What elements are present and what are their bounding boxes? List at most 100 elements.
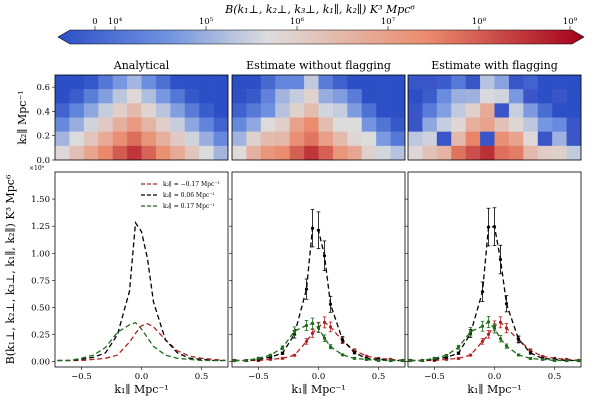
heatmap-cell	[537, 117, 553, 132]
heatmap-cell	[213, 131, 229, 147]
heatmap-cell	[83, 117, 99, 132]
x-axis-label: k₁∥ Mpc⁻¹	[291, 383, 345, 396]
heatmap-cell	[566, 145, 582, 161]
heatmap-cell	[408, 145, 423, 161]
x-tick-label: 0.5	[372, 372, 386, 382]
data-point	[322, 336, 327, 340]
heatmap-cell	[552, 145, 567, 161]
heatmap-cell	[480, 131, 495, 147]
heatmap-cell	[318, 103, 334, 118]
heatmap-cell	[480, 89, 495, 104]
heatmap-cell	[83, 75, 99, 90]
heatmap-cell	[566, 75, 582, 90]
data-point	[280, 346, 285, 350]
heatmap-row: Analytical 0.0 0.2 0.4 0.6 k₂∥ Mpc⁻¹ Estimate …	[16, 59, 582, 166]
heatmap-cell	[304, 75, 319, 90]
heatmap-cell	[141, 103, 157, 118]
legend-label: k₂∥ = 0.17 Mpc⁻¹	[163, 203, 215, 210]
heatmap-cell	[508, 145, 524, 161]
panel-title: Estimate with flagging	[431, 59, 558, 72]
heatmap-cell	[112, 89, 128, 104]
heatmap-cell	[184, 75, 200, 90]
heatmap-cell	[408, 89, 423, 104]
heatmap-cell	[508, 103, 524, 118]
heatmap-panel: Estimate without flagging	[231, 59, 406, 161]
heatmap-cell	[494, 75, 510, 90]
data-point	[268, 353, 273, 357]
heatmap-cell	[537, 89, 553, 104]
heatmap-cell	[184, 145, 200, 161]
heatmap-cell	[127, 131, 142, 147]
heatmap-cell	[199, 89, 214, 104]
data-point	[492, 225, 497, 229]
heatmap-cell	[55, 117, 70, 132]
heatmap-cell	[184, 103, 200, 118]
heatmap-cell	[155, 145, 171, 161]
heatmap-cell	[141, 75, 157, 90]
line-panel: −0.5 0.0 0.5 k₁∥ Mpc⁻¹	[405, 171, 582, 396]
heatmap-cell	[199, 131, 214, 147]
heatmap-cell	[552, 75, 567, 90]
heatmap-cell	[170, 131, 186, 147]
heatmap-cell	[318, 89, 334, 104]
data-point	[516, 337, 521, 341]
series-line	[57, 321, 226, 362]
heatmap-cell	[552, 117, 567, 132]
line-panel: −0.5 0.0 0.5 k₁∥ Mpc⁻¹	[229, 171, 406, 396]
data-point	[540, 357, 545, 361]
heatmap-cell	[523, 75, 539, 90]
panel-title: Analytical	[113, 59, 170, 72]
heatmap-cell	[376, 75, 391, 90]
heatmap-cell	[523, 117, 539, 132]
data-point	[504, 302, 509, 306]
heatmap-cell	[141, 89, 157, 104]
heatmap-cell	[213, 89, 229, 104]
colorbar: B(k₁⊥, k₂⊥, k₃⊥, k₁∥, k₂∥) K³ Mpc⁶ 0 10⁴ 1…	[57, 3, 585, 45]
heatmap-cell	[390, 103, 406, 118]
heatmap-cell	[304, 131, 319, 147]
heatmap-cell	[155, 75, 171, 90]
heatmap-cell	[508, 75, 524, 90]
heatmap-cell	[69, 131, 85, 147]
heatmap-cell	[566, 117, 582, 132]
heatmap-cell	[480, 145, 495, 161]
x-axis-label: k₁∥ Mpc⁻¹	[114, 383, 168, 396]
heatmap-cell	[318, 145, 334, 161]
heatmap-cell	[465, 89, 481, 104]
x-tick-label: −0.5	[71, 372, 92, 382]
heatmap-cell	[112, 145, 128, 161]
data-point	[576, 358, 581, 363]
heatmap-cell	[332, 131, 348, 147]
heatmap-cell	[289, 145, 305, 161]
heatmap-cell	[408, 131, 423, 147]
heatmap-cell	[69, 145, 85, 161]
line-chart-row: −0.5 0.0 0.5 k₁∥ Mpc⁻¹ 0.00 0.25 0.50 0.75 1.00 1…	[4, 165, 582, 396]
heatmap-cell	[246, 145, 262, 161]
heatmap-frame	[54, 74, 229, 161]
heatmap-cell	[318, 131, 334, 147]
heatmap-cell	[275, 103, 290, 118]
data-point	[292, 353, 297, 357]
heatmap-ytick-label: 0.6	[36, 83, 50, 93]
heatmap-cell	[537, 145, 553, 161]
heatmap-cell	[494, 131, 510, 147]
heatmap-cell	[289, 131, 305, 147]
heatmap-cell	[304, 145, 319, 161]
heatmap-cell	[199, 145, 214, 161]
heatmap-cell	[436, 75, 452, 90]
data-point	[340, 338, 345, 342]
heatmap-cell	[361, 117, 377, 132]
y-tick-label: 0.50	[31, 303, 50, 313]
data-point	[328, 302, 333, 306]
x-axis-label: k₁∥ Mpc⁻¹	[467, 383, 521, 396]
heatmap-cell	[304, 117, 319, 132]
heatmap-cell	[451, 145, 466, 161]
colorbar-tick-label: 10⁹	[563, 17, 578, 27]
data-point	[304, 323, 309, 328]
heatmap-cell	[260, 145, 276, 161]
heatmap-cell	[246, 103, 262, 118]
heatmap-cell	[170, 89, 186, 104]
heatmap-cell	[408, 117, 423, 132]
data-point	[498, 257, 503, 262]
data-point	[498, 337, 503, 341]
